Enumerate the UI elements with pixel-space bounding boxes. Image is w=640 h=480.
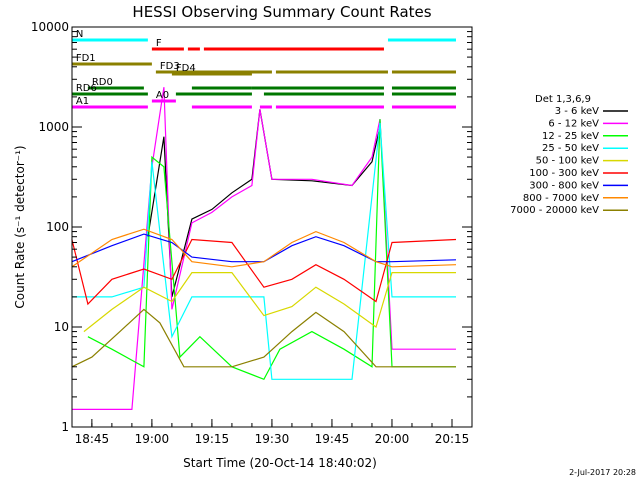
legend-label-4: 50 - 100 keV [536, 156, 600, 167]
y-tick-label-1: 10 [54, 320, 69, 334]
series-line-4 [83, 272, 456, 333]
x-tick-label-5: 20:00 [375, 432, 410, 446]
legend-label-0: 3 - 6 keV [555, 106, 599, 117]
x-tick-label-3: 19:30 [255, 432, 290, 446]
axes: 18:45 19:00 19:15 19:30 19:45 20:00 20:15 1 10 10… [31, 20, 473, 446]
legend-label-7: 800 - 7000 keV [523, 193, 599, 204]
y-axis-label: Count Rate (s⁻¹ detector⁻¹) [13, 145, 27, 308]
legend-title: Det 1,3,6,9 [535, 94, 591, 105]
flag-label-fd4: FD4 [176, 63, 196, 74]
flag-label-a0: A0 [156, 90, 169, 101]
flag-label-f: F [156, 38, 162, 49]
series-line-2 [87, 119, 456, 381]
flag-label-fd1: FD1 [76, 53, 96, 64]
flag-label-n: N [76, 29, 83, 40]
series-line-7 [71, 228, 457, 268]
x-tick-label-0: 18:45 [75, 432, 110, 446]
series-line-8 [71, 308, 456, 368]
x-tick-label-2: 19:15 [195, 432, 230, 446]
footer-date: 2-Jul-2017 20:28 [569, 468, 636, 477]
data-traces [71, 87, 457, 410]
flag-label-rd6: RD6 [76, 83, 97, 94]
legend-label-3: 25 - 50 keV [542, 143, 599, 154]
flag-label-rd0: RD0 [92, 77, 113, 88]
legend-label-5: 100 - 300 keV [529, 168, 599, 179]
y-tick-label-4: 10000 [31, 20, 69, 34]
legend-label-6: 300 - 800 keV [529, 180, 599, 191]
flag-label-fd3: FD3 [160, 61, 180, 72]
x-axis-label: Start Time (20-Oct-14 18:40:02) [183, 456, 377, 470]
y-tick-label-3: 1000 [38, 120, 69, 134]
series-line-3 [71, 122, 456, 380]
chart-title: HESSI Observing Summary Count Rates [132, 3, 431, 21]
y-tick-label-0: 1 [61, 420, 69, 434]
flag-label-a1: A1 [76, 96, 89, 107]
legend-label-8: 7000 - 20000 keV [510, 205, 599, 216]
legend-label-1: 6 - 12 keV [548, 118, 599, 129]
x-tick-label-4: 19:45 [315, 432, 350, 446]
legend-label-2: 12 - 25 keV [542, 131, 599, 142]
y-tick-label-2: 100 [46, 220, 69, 234]
x-tick-label-1: 19:00 [135, 432, 170, 446]
x-tick-label-6: 20:15 [435, 432, 470, 446]
